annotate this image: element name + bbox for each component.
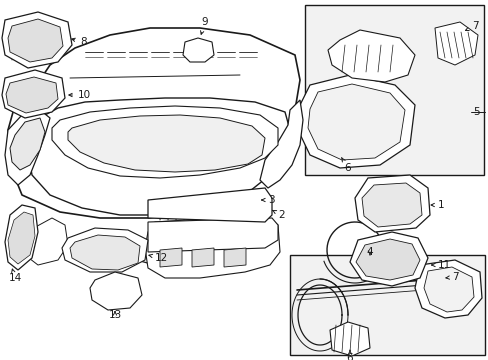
Polygon shape — [2, 70, 65, 118]
Text: 7: 7 — [445, 272, 458, 282]
Text: 3: 3 — [261, 195, 274, 205]
Polygon shape — [22, 218, 68, 265]
Polygon shape — [414, 260, 481, 318]
Text: 5: 5 — [472, 107, 479, 117]
Polygon shape — [329, 322, 369, 356]
Polygon shape — [52, 106, 278, 178]
Polygon shape — [148, 188, 271, 222]
Polygon shape — [8, 19, 63, 62]
Polygon shape — [305, 5, 483, 175]
Polygon shape — [297, 75, 414, 168]
Polygon shape — [224, 248, 245, 267]
Polygon shape — [62, 228, 148, 272]
Polygon shape — [5, 205, 38, 270]
Polygon shape — [90, 272, 142, 310]
Polygon shape — [192, 248, 214, 267]
Polygon shape — [183, 38, 214, 62]
Text: 9: 9 — [200, 17, 208, 34]
Polygon shape — [327, 30, 414, 82]
Polygon shape — [289, 255, 484, 355]
Polygon shape — [354, 175, 429, 232]
Polygon shape — [260, 100, 303, 188]
Polygon shape — [2, 12, 72, 68]
Polygon shape — [70, 235, 140, 270]
Polygon shape — [434, 22, 477, 65]
Polygon shape — [349, 232, 427, 286]
Polygon shape — [5, 110, 50, 185]
Text: 11: 11 — [431, 260, 450, 270]
Polygon shape — [6, 77, 58, 113]
Polygon shape — [361, 183, 421, 227]
Text: 13: 13 — [108, 310, 122, 320]
Polygon shape — [355, 239, 419, 280]
Text: 6: 6 — [346, 350, 353, 360]
Text: 2: 2 — [272, 210, 284, 220]
Text: 6: 6 — [341, 158, 350, 173]
Text: 14: 14 — [8, 269, 21, 283]
Text: 1: 1 — [430, 200, 444, 210]
Polygon shape — [160, 248, 182, 267]
Polygon shape — [8, 28, 299, 218]
Polygon shape — [354, 100, 401, 142]
Text: 7: 7 — [465, 21, 478, 31]
Polygon shape — [307, 84, 404, 160]
Polygon shape — [10, 118, 45, 170]
Text: 4: 4 — [366, 247, 372, 257]
Polygon shape — [148, 218, 278, 252]
Polygon shape — [145, 215, 280, 278]
Polygon shape — [8, 212, 35, 264]
Text: 12: 12 — [149, 253, 168, 263]
Polygon shape — [28, 98, 289, 215]
Polygon shape — [68, 115, 264, 172]
Text: 10: 10 — [69, 90, 91, 100]
Polygon shape — [423, 267, 473, 312]
Text: 8: 8 — [72, 37, 86, 47]
